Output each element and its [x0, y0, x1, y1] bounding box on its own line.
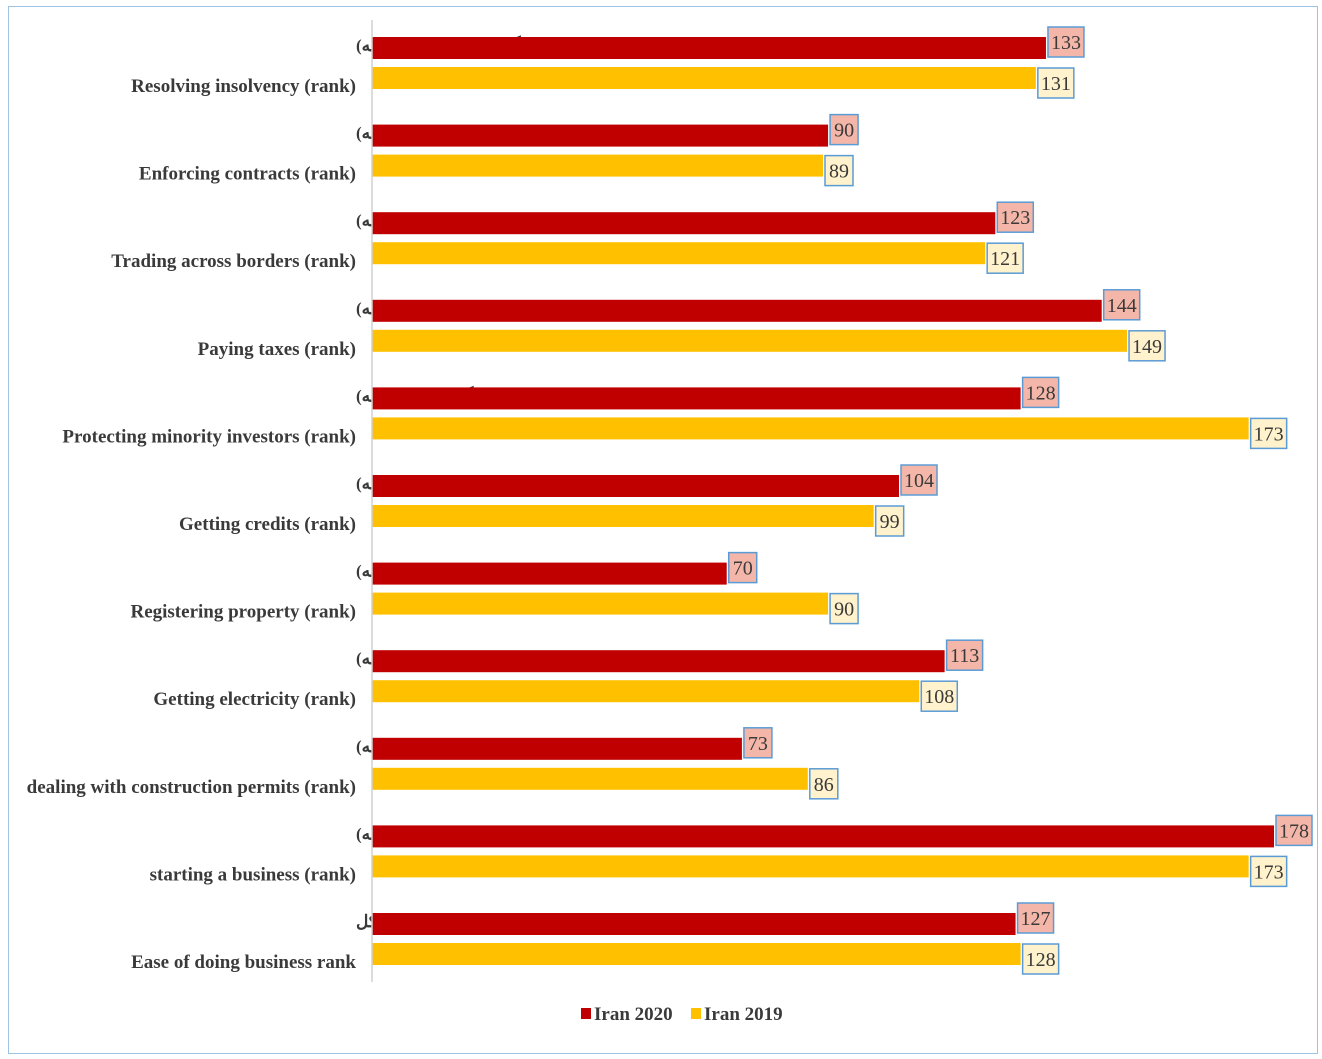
bar-iran-2020: [372, 299, 1102, 322]
data-label-box: [986, 242, 1024, 274]
bar-iran-2019: [372, 592, 829, 615]
bar-iran-2020: [372, 825, 1274, 848]
data-label-box: [743, 727, 773, 759]
category-label-en: starting a business (rank): [150, 864, 356, 885]
data-label: 73: [748, 733, 768, 755]
bar-iran-2019: [372, 242, 986, 265]
data-label: 128: [1026, 949, 1056, 971]
bar-iran-2019: [372, 767, 808, 790]
data-label-box: [1128, 330, 1166, 362]
data-label: 131: [1041, 73, 1071, 95]
legend-label: Iran 2020: [594, 1004, 673, 1025]
bar-iran-2020: [372, 475, 900, 497]
legend-swatch: [691, 1008, 701, 1019]
bar-iran-2020: [372, 913, 1016, 935]
category-label-en: Protecting minority investors (rank): [62, 426, 356, 447]
data-label: 149: [1132, 336, 1162, 358]
bar-iran-2020: [372, 737, 742, 760]
data-label-box: [1047, 26, 1085, 58]
data-label-box: [829, 592, 859, 625]
data-label-box: [996, 201, 1035, 233]
data-label-box: [1249, 417, 1288, 450]
data-label-box: [1021, 943, 1060, 975]
data-label: 133: [1051, 32, 1081, 54]
bar-iran-2019: [372, 417, 1249, 440]
legend: Iran 2020 Iran 2019: [581, 1004, 783, 1025]
bar-iran-2019: [372, 680, 920, 703]
category-label-en: Trading across borders (rank): [111, 251, 356, 272]
data-label: 178: [1279, 820, 1309, 842]
bar-iran-2019: [372, 154, 823, 177]
data-label-box: [1275, 814, 1313, 847]
bar-iran-2020: [372, 562, 727, 585]
data-label-box: [1021, 376, 1060, 409]
data-label-box: [1016, 902, 1055, 934]
data-label-box: [945, 639, 984, 671]
category-label-en: Ease of doing business rank: [131, 952, 356, 973]
bar-iran-2020: [372, 124, 829, 147]
legend-swatch: [581, 1008, 591, 1019]
data-label: 108: [924, 686, 954, 708]
data-label: 173: [1254, 861, 1284, 883]
bar-iran-2020: [372, 387, 1021, 410]
legend-label: Iran 2019: [704, 1004, 783, 1025]
category-label-en: Resolving insolvency (rank): [131, 76, 356, 97]
bar-iran-2019: [372, 329, 1128, 352]
category-label-en: Getting credits (rank): [179, 514, 356, 535]
data-label-box: [727, 551, 758, 584]
data-label: 173: [1254, 423, 1284, 445]
data-label: 70: [733, 558, 753, 580]
data-label: 144: [1107, 295, 1137, 317]
data-label-box: [920, 680, 959, 712]
bar-iran-2020: [372, 37, 1046, 59]
data-label: 86: [814, 774, 834, 796]
category-label-en: Enforcing contracts (rank): [139, 164, 356, 185]
bar-iran-2020: [372, 650, 945, 673]
data-label: 89: [829, 161, 849, 183]
data-label-box: [1037, 67, 1075, 99]
data-label: 90: [834, 599, 854, 621]
data-label-box: [824, 154, 854, 187]
category-label-en: Registering property (rank): [130, 602, 356, 623]
data-label: 90: [834, 120, 854, 142]
bar-iran-2019: [372, 67, 1036, 89]
data-label-box: [809, 768, 839, 800]
data-label-box: [1249, 855, 1288, 888]
data-label: 127: [1021, 908, 1051, 930]
data-label: 113: [950, 645, 979, 667]
data-label: 123: [1000, 207, 1030, 229]
category-label-en: Getting electricity (rank): [153, 689, 356, 710]
data-label: 121: [990, 248, 1020, 270]
data-label-box: [874, 505, 905, 537]
bars: [372, 37, 1274, 965]
data-label: 104: [904, 470, 934, 492]
bar-iran-2019: [372, 855, 1249, 878]
data-label-box: [829, 113, 859, 146]
data-label-box: [900, 464, 938, 496]
bar-iran-2019: [372, 505, 874, 527]
data-label: 99: [880, 511, 900, 533]
category-label-en: Paying taxes (rank): [198, 339, 356, 360]
data-label: 128: [1026, 382, 1056, 404]
chart-frame: [8, 6, 1318, 1054]
bar-iran-2019: [372, 943, 1021, 965]
bar-iran-2020: [372, 212, 996, 235]
data-label-box: [1102, 289, 1141, 321]
category-label-en: dealing with construction permits (rank): [27, 777, 356, 798]
